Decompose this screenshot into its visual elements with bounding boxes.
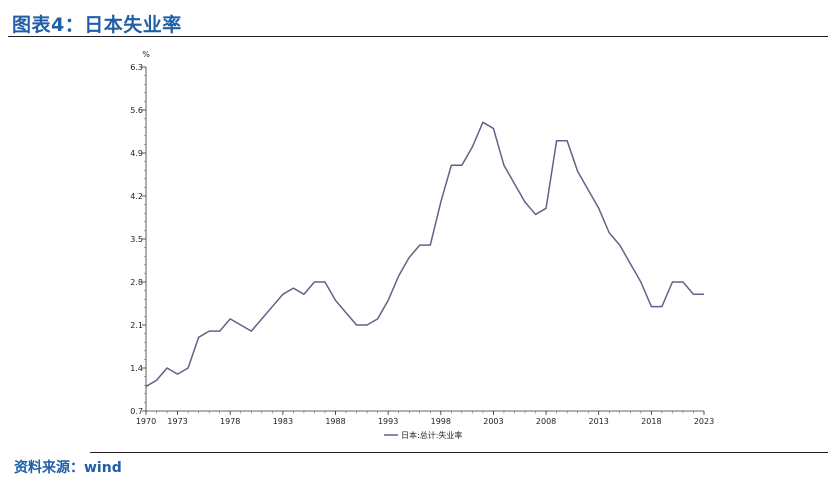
data-point — [387, 299, 390, 302]
data-point — [460, 164, 463, 167]
data-point — [681, 281, 684, 284]
data-point — [566, 139, 569, 142]
data-point — [271, 305, 274, 308]
x-tick-label: 2013 — [589, 417, 609, 426]
data-point — [418, 244, 421, 247]
x-tick-label: 1993 — [378, 417, 398, 426]
series-line — [145, 121, 704, 388]
data-point — [366, 324, 369, 327]
chart-series — [145, 121, 706, 388]
x-tick-label: 2008 — [536, 417, 556, 426]
header-rule — [8, 36, 828, 37]
y-tick-label: 4.2 — [130, 192, 143, 201]
data-point — [345, 311, 348, 314]
chart-title: 图表4：日本失业率 — [12, 14, 182, 36]
data-point — [502, 164, 505, 167]
x-tick-label: 1983 — [273, 417, 293, 426]
chart-header: 图表4：日本失业率 — [8, 8, 828, 38]
data-point — [145, 385, 148, 388]
y-tick-label: 1.4 — [130, 364, 143, 373]
chart-legend: 日本:总计:失业率 — [384, 430, 462, 440]
data-point — [218, 330, 221, 333]
x-tick-label: 2023 — [694, 417, 714, 426]
data-point — [639, 281, 642, 284]
data-point — [429, 244, 432, 247]
x-tick-label: 2003 — [483, 417, 503, 426]
data-point — [408, 256, 411, 259]
x-tick-label: 1978 — [220, 417, 240, 426]
data-point — [239, 324, 242, 327]
data-point — [587, 188, 590, 191]
data-point — [323, 281, 326, 284]
data-point — [555, 139, 558, 142]
data-point — [608, 231, 611, 234]
data-point — [281, 293, 284, 296]
x-tick-label: 1970 — [136, 417, 156, 426]
y-tick-label: 5.6 — [130, 106, 143, 115]
data-point — [439, 201, 442, 204]
data-point — [524, 201, 527, 204]
data-point — [471, 145, 474, 148]
y-tick-label: 4.9 — [130, 149, 143, 158]
data-point — [250, 330, 253, 333]
data-point — [166, 367, 169, 370]
data-point — [355, 324, 358, 327]
data-point — [576, 170, 579, 173]
data-point — [176, 373, 179, 376]
x-tick-label: 1998 — [431, 417, 451, 426]
data-point — [313, 281, 316, 284]
data-point — [671, 281, 674, 284]
data-point — [208, 330, 211, 333]
y-tick-label: 0.7 — [130, 407, 143, 416]
data-point — [534, 213, 537, 216]
data-point — [660, 305, 663, 308]
data-point — [187, 367, 190, 370]
data-point — [397, 274, 400, 277]
data-point — [545, 207, 548, 210]
data-point — [513, 182, 516, 185]
legend-label: 日本:总计:失业率 — [401, 430, 462, 440]
x-tick-label: 2018 — [641, 417, 661, 426]
data-point — [260, 317, 263, 320]
data-point — [302, 293, 305, 296]
chart-axes: 0.7 1.4 2.1 2.8 3.5 4.2 4.9 5.6 6.3% 1970 1973 1978… — [130, 50, 714, 426]
data-point — [703, 293, 706, 296]
data-point — [292, 287, 295, 290]
data-point — [450, 164, 453, 167]
y-tick-label: 2.8 — [130, 278, 143, 287]
data-point — [618, 244, 621, 247]
data-point — [376, 317, 379, 320]
data-point — [481, 121, 484, 124]
y-tick-label: 2.1 — [130, 321, 143, 330]
data-point — [629, 262, 632, 265]
data-point — [492, 127, 495, 130]
x-tick-label: 1988 — [325, 417, 345, 426]
data-point — [229, 317, 232, 320]
y-axis-unit: % — [142, 50, 150, 59]
data-point — [197, 336, 200, 339]
data-point — [597, 207, 600, 210]
data-point — [334, 299, 337, 302]
y-tick-label: 6.3 — [130, 63, 143, 72]
footer-rule — [90, 452, 828, 453]
data-point — [155, 379, 158, 382]
source-note: 资料来源：wind — [14, 460, 122, 476]
data-point — [692, 293, 695, 296]
x-tick-label: 1973 — [167, 417, 187, 426]
y-tick-label: 3.5 — [130, 235, 143, 244]
data-point — [650, 305, 653, 308]
